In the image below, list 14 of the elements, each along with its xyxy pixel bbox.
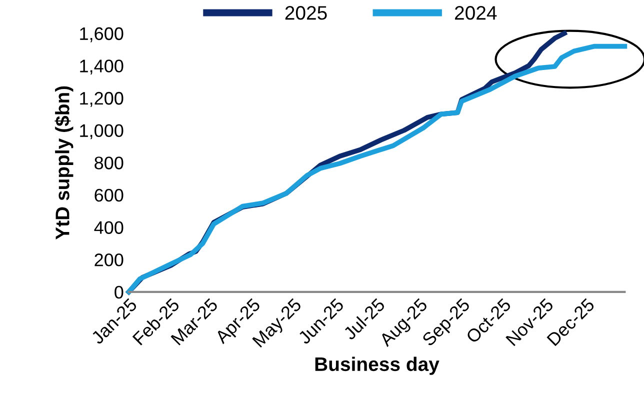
y-tick-label: 1,000 [80, 124, 124, 140]
legend-label: 2024 [455, 6, 497, 20]
y-tick-label: 1,400 [80, 60, 124, 75]
y-tick-label: 1,200 [80, 92, 124, 107]
line-series [126, 44, 628, 294]
y-tick-label: 200 [94, 254, 124, 266]
y-tick-label: 0 [114, 286, 124, 299]
y-axis-title: YtD supply ($bn) [54, 86, 74, 240]
x-axis-title: Business day [315, 356, 440, 375]
y-tick-label: 1,600 [80, 27, 124, 42]
y-tick-label: 400 [94, 221, 124, 234]
legend-label: 2025 [285, 6, 327, 20]
y-tick-label: 800 [94, 156, 124, 170]
y-tick-label: 600 [94, 188, 124, 202]
